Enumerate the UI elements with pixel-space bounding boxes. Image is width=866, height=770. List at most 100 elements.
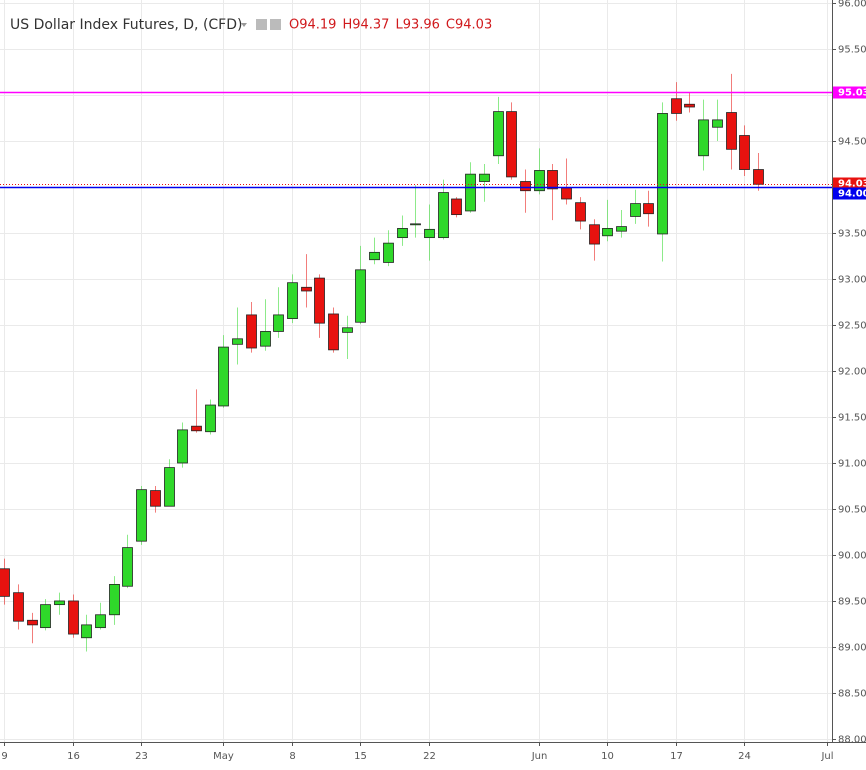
candle-body: [561, 187, 572, 200]
x-tick-label: Jun: [531, 751, 548, 762]
candle-body: [314, 277, 325, 324]
candle-body: [369, 251, 380, 261]
y-tick-label: 88.50: [838, 689, 866, 700]
candle-body: [671, 98, 682, 114]
y-tick-label: 91.50: [838, 413, 866, 424]
chart-title: US Dollar Index Futures, D, (CFD): [10, 17, 242, 33]
candle-body: [643, 203, 654, 215]
x-tick-label: 9: [1, 751, 7, 762]
x-tick-label: May: [213, 751, 234, 762]
y-tick-label: 92.50: [838, 321, 866, 332]
y-tick-label: 90.00: [838, 551, 866, 562]
candle-body: [753, 169, 764, 185]
y-tick-label: 93.00: [838, 275, 866, 286]
level-label-bg: [833, 187, 866, 200]
ohlc-value: L93.96: [395, 18, 439, 33]
candle-body: [355, 269, 366, 323]
y-tick-label: 89.50: [838, 597, 866, 608]
candle-body: [150, 490, 161, 507]
candle-body: [205, 404, 216, 433]
candle-body: [273, 314, 284, 332]
candle-body: [68, 600, 79, 635]
icon[interactable]: [270, 19, 281, 30]
x-tick-label: 15: [354, 751, 367, 762]
y-tick-label: 88.00: [838, 735, 866, 746]
y-tick-label: 94.50: [838, 137, 866, 148]
plot: [0, 73, 832, 652]
y-tick-label: 95.50: [838, 45, 866, 56]
x-tick-label: 8: [289, 751, 295, 762]
ohlc-values: O94.19 H94.37 L93.96 C94.03: [289, 18, 492, 33]
candle-body: [40, 604, 51, 629]
candle-body: [246, 314, 257, 349]
candle-body: [630, 203, 641, 217]
candle-body: [493, 111, 504, 157]
candle-body: [424, 228, 435, 239]
x-tick-label: Jul: [820, 751, 833, 762]
level-label: 94.00: [838, 189, 866, 200]
y-tick-label: 96.00: [838, 0, 866, 10]
candle-body: [698, 119, 709, 157]
candle-body: [397, 228, 408, 239]
candle-body: [383, 242, 394, 263]
candle-body: [465, 173, 476, 212]
candle-body: [109, 584, 120, 616]
candle-body: [451, 198, 462, 216]
candle-body: [547, 170, 558, 190]
candle-body: [191, 425, 202, 432]
candle-body: [479, 173, 490, 182]
candle-body: [712, 119, 723, 128]
candle-body: [616, 226, 627, 232]
candle-body: [54, 600, 65, 606]
candle-body: [95, 614, 106, 629]
level-label-bg: [833, 177, 866, 190]
candle-body: [301, 286, 312, 292]
candle-body: [410, 223, 421, 226]
candle-body: [177, 429, 188, 464]
x-tick-label: 10: [601, 751, 614, 762]
x-tick-label: 24: [738, 751, 751, 762]
candle-body: [575, 202, 586, 222]
candle-body: [534, 170, 545, 192]
candle-body: [136, 489, 147, 542]
ohlc-value: O94.19: [289, 18, 336, 33]
dropdown-icon[interactable]: [241, 23, 247, 27]
candle-body: [27, 619, 38, 626]
grid: [0, 0, 832, 742]
icon[interactable]: [256, 19, 267, 30]
candle-body: [260, 331, 271, 347]
candle-body: [684, 103, 695, 108]
x-tick-label: 22: [423, 751, 436, 762]
x-tick-label: 17: [670, 751, 683, 762]
level-label: 94.03: [838, 179, 866, 190]
candle-body: [657, 113, 668, 235]
candle-body: [122, 547, 133, 587]
x-tick-label: 23: [135, 751, 148, 762]
candle-body: [328, 313, 339, 351]
y-tick-label: 90.50: [838, 505, 866, 516]
candle-body: [602, 228, 613, 237]
level-label: 95.03: [838, 88, 866, 99]
ohlc-value: C94.03: [446, 18, 492, 33]
candle-body: [287, 282, 298, 319]
candle-body: [739, 135, 750, 170]
candle-body: [81, 624, 92, 639]
candle-body: [342, 327, 353, 333]
candle-body: [232, 338, 243, 345]
candle-body: [438, 192, 449, 239]
y-tick-label: 92.00: [838, 367, 866, 378]
y-tick-label: 91.00: [838, 459, 866, 470]
ohlc-value: H94.37: [342, 18, 389, 33]
level-label-bg: [833, 86, 866, 99]
candle-body: [164, 467, 175, 507]
candle-body: [520, 181, 531, 192]
candle-body: [726, 112, 737, 150]
x-tick-label: 16: [67, 751, 80, 762]
candle-body: [589, 224, 600, 245]
y-tick-label: 93.50: [838, 229, 866, 240]
candle-body: [506, 111, 517, 178]
candle-body: [218, 346, 229, 407]
